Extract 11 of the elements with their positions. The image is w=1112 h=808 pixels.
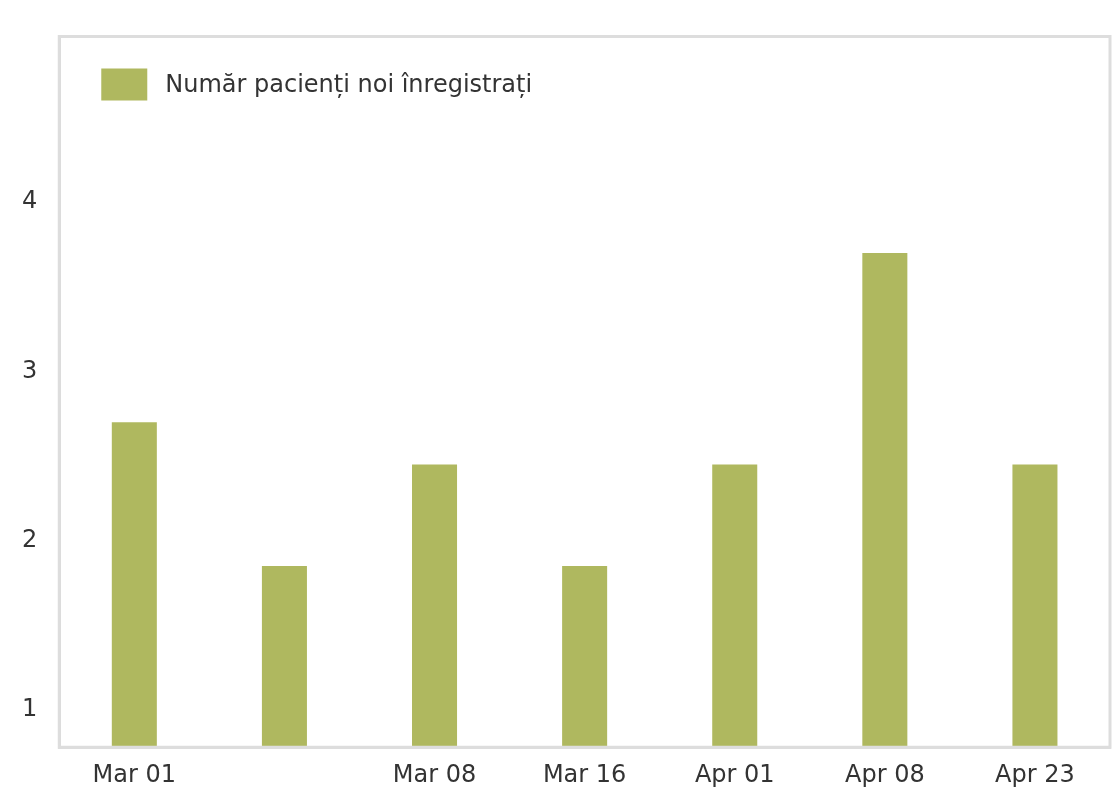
y-tick-label: 1 [21, 694, 38, 723]
y-tick-label: 3 [21, 355, 38, 384]
x-tick-label: Apr 08 [845, 759, 925, 788]
x-tick-label: Mar 16 [542, 759, 627, 788]
y-tick-label: 4 [21, 186, 38, 215]
y-tick-label: 2 [21, 524, 38, 553]
legend-label: Număr pacienți noi înregistrați [165, 69, 533, 98]
x-tick-label: Mar 01 [92, 759, 177, 788]
x-tick-label: Apr 23 [995, 759, 1075, 788]
x-tick-label: Mar 08 [392, 759, 477, 788]
x-tick-label: Apr 01 [694, 759, 775, 788]
